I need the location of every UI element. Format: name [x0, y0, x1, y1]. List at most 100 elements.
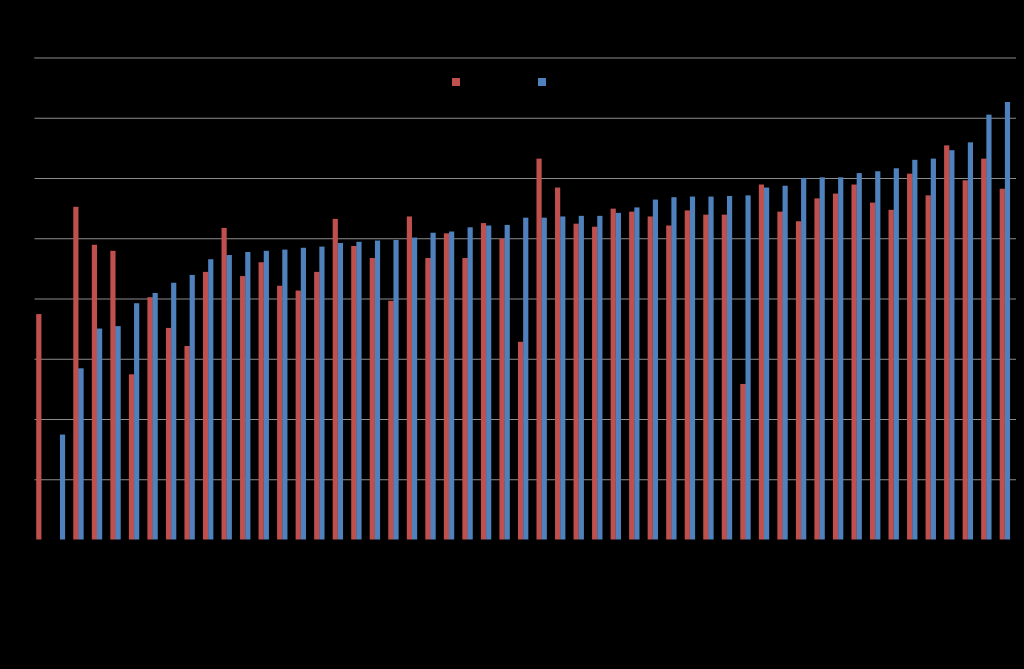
bar-2012-52: [981, 158, 987, 540]
bar-2012-36: [684, 210, 690, 540]
bar-2013-52: [986, 114, 992, 540]
bar-2013-50: [949, 150, 955, 540]
bar-2012-33: [629, 211, 635, 540]
bar-2013-16: [319, 246, 325, 540]
bar-2012-24: [462, 258, 468, 540]
bar-2013-24: [467, 227, 473, 541]
bar-2012-18: [351, 245, 357, 541]
bar-2013-29: [560, 216, 566, 540]
bar-2013-11: [226, 255, 232, 540]
bar-2013-22: [430, 232, 436, 540]
bar-2013-2: [59, 434, 66, 540]
bar-2013-37: [708, 196, 714, 540]
bar-2013-14: [282, 249, 288, 540]
bar-2012-34: [647, 216, 653, 540]
bar-2013-33: [634, 207, 640, 541]
bar-2012-20: [388, 300, 394, 540]
bar-2012-51: [962, 180, 968, 540]
bar-2013-40: [764, 187, 770, 540]
bar-2013-46: [875, 171, 881, 540]
bar-2013-36: [689, 196, 696, 540]
bar-2012-40: [758, 184, 765, 540]
bar-2012-9: [184, 345, 190, 540]
bar-2012-37: [703, 214, 709, 540]
bar-2013-38: [726, 195, 733, 540]
bar-2013-9: [189, 274, 195, 540]
bar-2012-11: [221, 227, 227, 540]
bar-2012-41: [777, 211, 783, 540]
bar-2012-8: [165, 327, 172, 540]
bar-2012-35: [666, 225, 672, 540]
bar-2013-15: [300, 247, 306, 540]
bar-2013-47: [893, 168, 899, 540]
bar-2013-51: [967, 142, 974, 540]
bar-2012-53: [999, 188, 1005, 540]
bar-2012-3: [73, 206, 79, 540]
bar-2012-14: [277, 285, 283, 540]
bar-2012-50: [944, 145, 950, 541]
bar-2012-42: [795, 221, 802, 540]
bar-2012-5: [110, 250, 116, 541]
bar-2013-10: [208, 259, 214, 540]
bar-2012-12: [240, 276, 246, 540]
bar-2013-45: [856, 173, 862, 540]
legend-label-2013: 2013: [550, 75, 579, 90]
bar-2013-39: [745, 195, 751, 540]
bar-2013-25: [486, 225, 492, 540]
bar-2012-27: [517, 341, 524, 540]
bar-2013-53: [1004, 101, 1011, 541]
bar-2013-5: [115, 326, 121, 540]
bar-2012-7: [147, 297, 153, 540]
bar-2012-22: [425, 258, 431, 540]
bar-2012-31: [592, 226, 598, 540]
bar-2012-29: [555, 187, 561, 540]
bar-2012-46: [869, 202, 876, 540]
bar-2013-23: [449, 231, 455, 540]
bar-2013-30: [578, 215, 584, 541]
bar-2012-47: [888, 209, 894, 540]
bar-2013-41: [782, 185, 788, 541]
bar-2012-15: [295, 290, 301, 540]
bar-2013-4: [96, 328, 103, 540]
bar-2013-27: [523, 217, 529, 540]
bar-2012-16: [314, 271, 320, 540]
bar-2012-4: [91, 244, 97, 540]
bar-2013-13: [263, 250, 269, 541]
bar-2013-3: [78, 368, 84, 540]
legend: 2012 2013: [452, 75, 579, 90]
bar-2013-44: [838, 177, 844, 541]
bar-2012-6: [128, 374, 135, 540]
bar-2013-6: [134, 303, 140, 540]
bar-2012-32: [610, 208, 616, 540]
bar-2012-1: [36, 314, 42, 540]
bar-2012-28: [536, 158, 542, 540]
bar-2012-21: [406, 216, 412, 540]
bar-2013-7: [152, 292, 158, 540]
bar-2012-49: [925, 195, 931, 540]
bar-2013-17: [337, 242, 344, 540]
bar-2012-25: [480, 223, 487, 540]
bar-2012-17: [332, 218, 338, 540]
legend-label-2012: 2012: [464, 75, 493, 90]
bar-2012-39: [740, 383, 746, 540]
bar-2012-30: [573, 223, 579, 540]
bar-2013-8: [171, 282, 177, 540]
bar-2012-45: [851, 184, 857, 540]
bar-2012-44: [832, 193, 839, 540]
bar-2013-49: [930, 158, 936, 540]
bar-2013-34: [652, 199, 659, 540]
bar-2013-42: [801, 177, 807, 540]
bar-2013-28: [541, 217, 547, 540]
bar-2013-18: [356, 241, 362, 540]
bar-2012-13: [258, 262, 264, 540]
bar-2013-31: [597, 215, 603, 541]
bar-2013-48: [912, 159, 918, 540]
bar-2013-20: [393, 239, 399, 540]
bar-2012-26: [499, 238, 505, 540]
legend-swatch-2012: [452, 78, 460, 86]
legend-swatch-2013: [538, 78, 546, 86]
bar-2013-12: [245, 252, 251, 540]
bar-2012-19: [369, 258, 375, 540]
bar-2012-43: [814, 198, 820, 540]
